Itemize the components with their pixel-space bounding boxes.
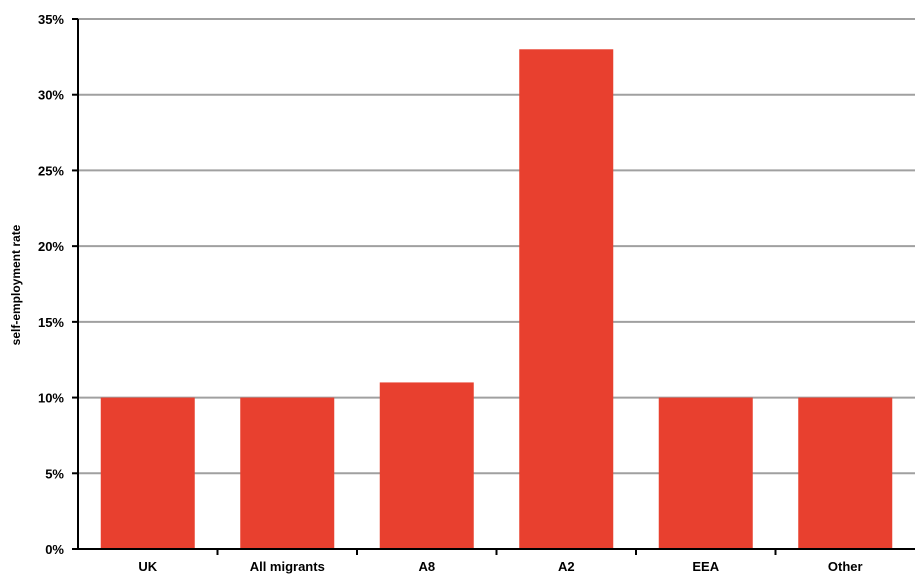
bars: [100, 49, 893, 550]
x-tick-label: A8: [418, 559, 435, 574]
bar: [658, 397, 753, 549]
x-tick-label: Other: [828, 559, 863, 574]
bar: [379, 382, 474, 549]
x-tick-label: UK: [138, 559, 157, 574]
bar: [100, 397, 195, 549]
x-tick-label: All migrants: [250, 559, 325, 574]
axes: [72, 18, 915, 555]
bar: [798, 397, 893, 549]
y-tick-label: 25%: [38, 163, 64, 178]
y-tick-label: 0%: [45, 542, 64, 557]
x-axis-tick-labels: UK All migrants A8 A2 EEA Other: [138, 559, 862, 574]
y-axis-tick-labels: 0% 5% 10% 15% 20% 25% 30% 35%: [38, 12, 64, 557]
gridlines: [78, 18, 915, 475]
y-tick-label: 30%: [38, 88, 64, 103]
y-tick-label: 15%: [38, 315, 64, 330]
x-tick-label: A2: [558, 559, 575, 574]
y-tick-label: 20%: [38, 239, 64, 254]
bar: [240, 397, 335, 549]
bar: [519, 49, 614, 550]
x-tick-label: EEA: [692, 559, 719, 574]
y-axis-title: self-employment rate: [9, 224, 23, 345]
y-tick-label: 10%: [38, 391, 64, 406]
y-tick-label: 5%: [45, 466, 64, 481]
y-tick-label: 35%: [38, 12, 64, 27]
